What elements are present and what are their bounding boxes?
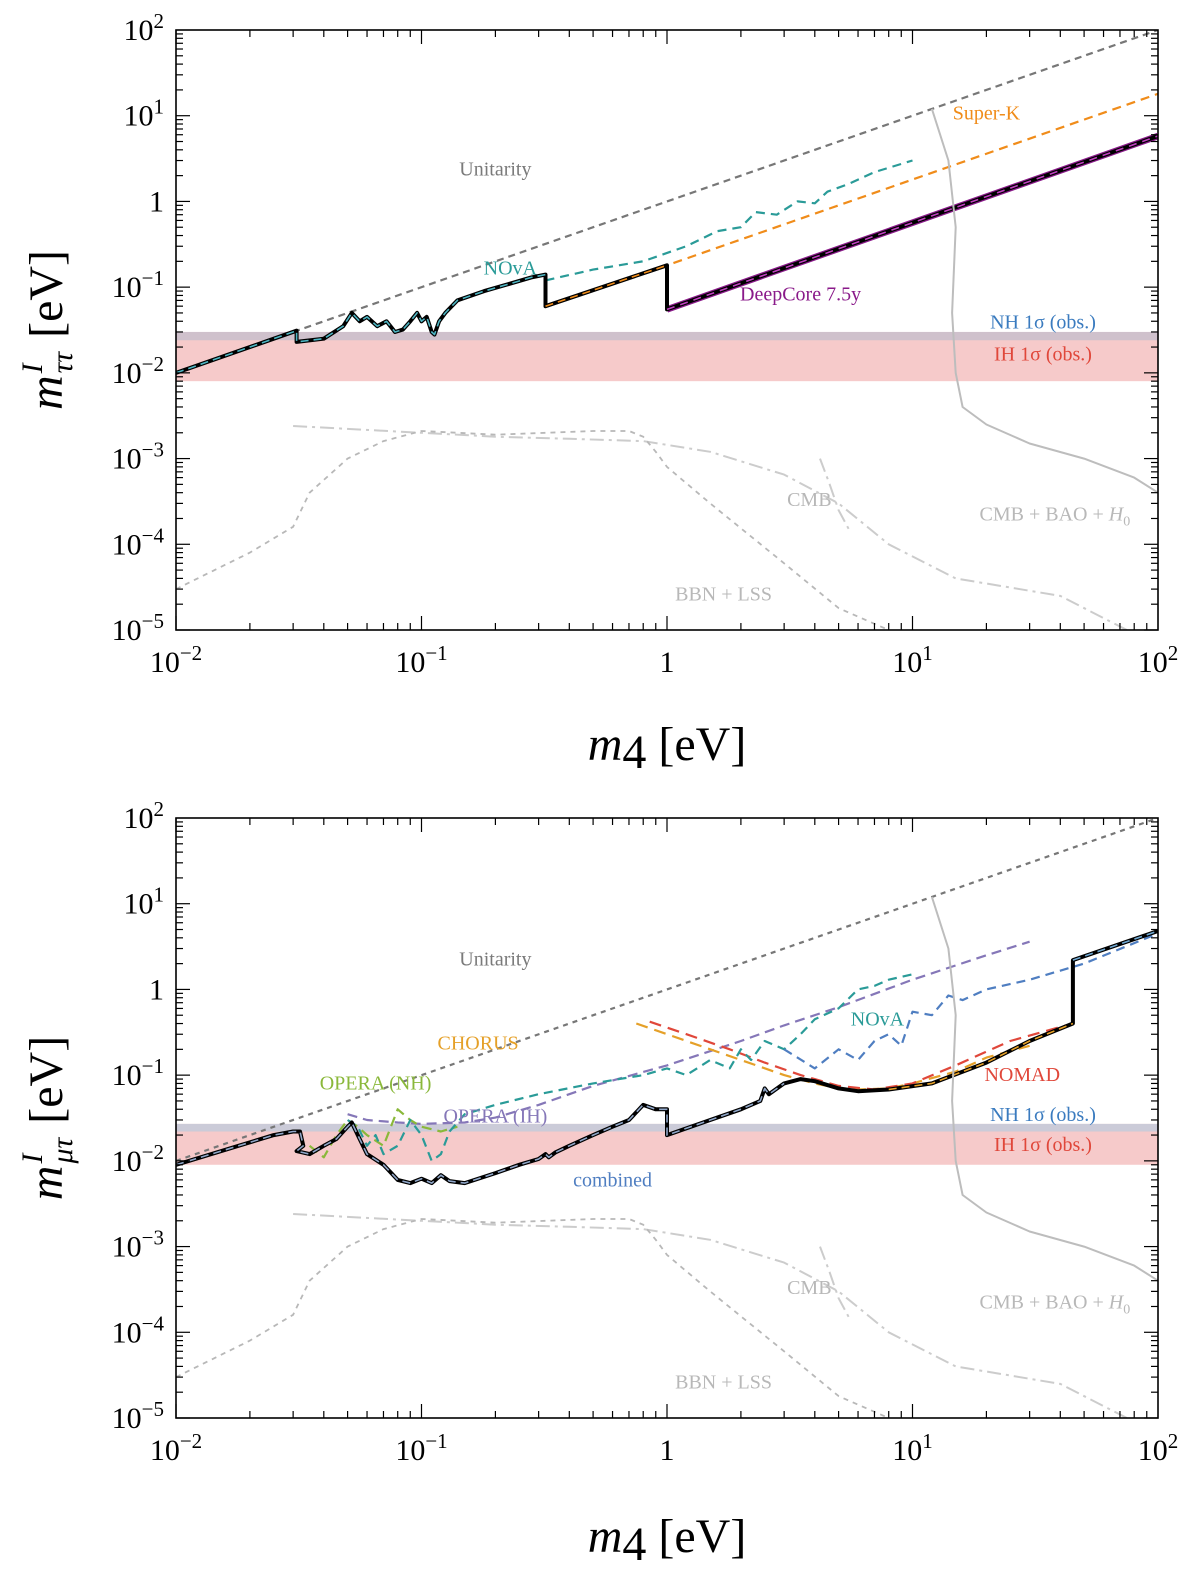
- plot-area: [176, 818, 1158, 1418]
- y-tick-label: 102: [124, 797, 165, 835]
- label-chorus: CHORUS: [438, 1032, 519, 1054]
- y-tick-label: 10−2: [112, 352, 164, 390]
- label-opera-ih: OPERA (IH): [443, 1106, 547, 1128]
- y-tick-label: 10−3: [112, 1226, 164, 1264]
- x-tick-label: 101: [892, 641, 933, 679]
- x-tick-label: 1: [660, 1434, 675, 1467]
- label-deepcore-7-5y: DeepCore 7.5y: [740, 283, 861, 305]
- series-bbn-lss: [176, 1218, 890, 1418]
- series-combined-inner: [176, 1082, 785, 1184]
- series-nomad: [649, 1020, 1074, 1091]
- y-axis-title: mIττ[eV]: [16, 250, 79, 410]
- series-unitarity: [176, 818, 1158, 1162]
- panel-top: 10−2 10−1 1 101 102 10−5 10−4 10−3 10−2 10−1 1 101 1…: [16, 9, 1178, 779]
- x-axis-title: m4 [eV]: [588, 718, 747, 779]
- label-opera-nh: OPERA (NH): [320, 1072, 432, 1094]
- x-tick-label: 101: [892, 1429, 933, 1467]
- y-tick-label: 10−1: [112, 1054, 164, 1092]
- label-cmb: CMB: [787, 1277, 831, 1299]
- series-unitarity: [292, 30, 1158, 334]
- series-cmb: [293, 425, 1129, 630]
- series-nova: [545, 159, 913, 282]
- y-tick-label: 1: [149, 973, 164, 1006]
- panel-bottom: 10−2 10−1 1 101 102 10−5 10−4 10−3 10−2 10−1 1 101 1…: [16, 797, 1178, 1571]
- label-cmb-bao-h0: CMB + BAO + H0: [979, 1291, 1130, 1317]
- series-superk-on-combined: [545, 264, 668, 307]
- series-cmb-branch: [819, 458, 850, 530]
- y-tick-label: 10−4: [112, 523, 165, 561]
- y-tick-label: 10−5: [112, 609, 164, 647]
- label-nh-1-obs: NH 1σ (obs.): [990, 1104, 1096, 1126]
- y-tick-label: 101: [124, 95, 165, 133]
- plot-area: [176, 30, 1158, 630]
- series-cmb: [293, 1213, 1129, 1418]
- y-tick-label: 10−4: [112, 1311, 165, 1349]
- x-tick-label: 10−2: [150, 641, 202, 679]
- label-unitarity: Unitarity: [459, 159, 531, 181]
- y-tick-label: 102: [124, 9, 165, 47]
- series-cmb-bao-h0: [930, 108, 1158, 494]
- series-opera-ih-: [347, 940, 1030, 1126]
- y-axis-title: mIμτ[eV]: [16, 1036, 79, 1200]
- label-cmb-bao-h0: CMB + BAO + H0: [979, 503, 1130, 529]
- label-bbn-lss: BBN + LSS: [675, 584, 772, 606]
- x-tick-label: 1: [660, 646, 675, 679]
- y-tick-label: 10−3: [112, 438, 164, 476]
- x-tick-label: 102: [1138, 1429, 1179, 1467]
- series-cmb-branch: [819, 1246, 850, 1318]
- x-tick-label: 10−1: [395, 641, 447, 679]
- label-unitarity: Unitarity: [459, 949, 531, 971]
- series-bbn-lss: [176, 430, 890, 630]
- series-deepcore-on-combined: [666, 135, 1158, 311]
- band-nh: [176, 331, 1158, 341]
- y-tick-label: 101: [124, 883, 165, 921]
- x-axis-title: m4 [eV]: [588, 1510, 747, 1571]
- x-tick-label: 102: [1138, 641, 1179, 679]
- series-combined-inner: [176, 273, 546, 374]
- x-tick-label: 10−1: [395, 1429, 447, 1467]
- x-tick-label: 10−2: [150, 1429, 202, 1467]
- y-tick-label: 1: [149, 185, 164, 218]
- series-nova: [346, 973, 913, 1163]
- label-nova: NOvA: [851, 1008, 905, 1030]
- label-nh-1-obs: NH 1σ (obs.): [990, 311, 1096, 333]
- label-nomad: NOMAD: [984, 1064, 1060, 1086]
- label-ih-1-obs: IH 1σ (obs.): [994, 343, 1092, 365]
- label-super-k: Super-K: [953, 103, 1021, 125]
- y-tick-label: 10−5: [112, 1397, 164, 1435]
- y-tick-label: 10−1: [112, 266, 164, 304]
- series-nova-2: [783, 932, 1158, 1070]
- series-nova-on-combined: [1072, 930, 1158, 961]
- series-cmb-bao-h0: [930, 896, 1158, 1282]
- label-ih-1-obs: IH 1σ (obs.): [994, 1134, 1092, 1156]
- label-cmb: CMB: [787, 489, 831, 511]
- y-tick-label: 10−2: [112, 1140, 164, 1178]
- label-combined: combined: [573, 1170, 652, 1192]
- series-nomad-on-combined: [888, 1022, 1074, 1091]
- label-bbn-lss: BBN + LSS: [675, 1372, 772, 1394]
- label-nova: NOvA: [484, 258, 538, 280]
